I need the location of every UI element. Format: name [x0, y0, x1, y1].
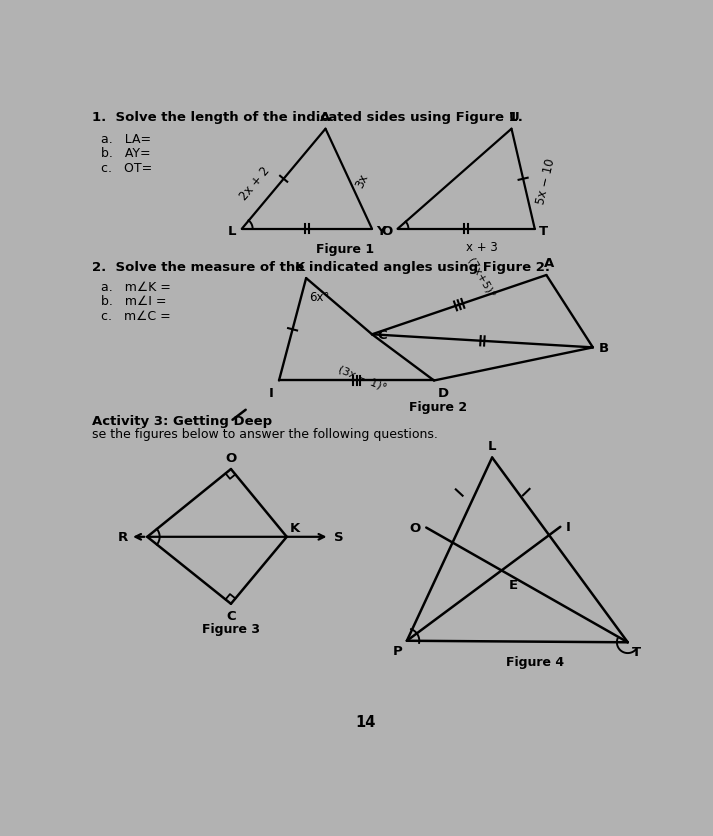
Text: S: S [334, 531, 344, 543]
Text: Activity 3: Getting Deep: Activity 3: Getting Deep [92, 414, 272, 427]
Text: a.   m∠K =: a. m∠K = [101, 280, 170, 293]
Text: b.   AY=: b. AY= [101, 147, 150, 161]
Text: R: R [118, 531, 128, 543]
Text: Figure 2: Figure 2 [409, 400, 467, 413]
Text: A: A [320, 110, 331, 124]
Text: K: K [294, 260, 304, 273]
Text: (3x − 1)°: (3x − 1)° [337, 364, 389, 392]
Text: Figure 4: Figure 4 [506, 655, 564, 669]
Text: L: L [228, 225, 237, 237]
Text: 14: 14 [355, 715, 375, 730]
Text: (7x+5)°: (7x+5)° [466, 256, 496, 299]
Text: se the figures below to answer the following questions.: se the figures below to answer the follo… [92, 427, 438, 441]
Text: O: O [409, 522, 421, 534]
Text: D: D [438, 386, 449, 400]
Text: 2.  Solve the measure of the indicated angles using Figure 2.: 2. Solve the measure of the indicated an… [92, 260, 550, 273]
Text: U: U [508, 110, 519, 124]
Text: 1.  Solve the length of the indicated sides using Figure 1.: 1. Solve the length of the indicated sid… [92, 111, 523, 124]
Text: c.   m∠C =: c. m∠C = [101, 309, 170, 323]
Text: O: O [225, 451, 237, 464]
Text: 2x + 2: 2x + 2 [237, 164, 273, 202]
Text: C: C [377, 329, 387, 341]
Text: a.   LA=: a. LA= [101, 133, 151, 145]
Text: 3x: 3x [354, 172, 371, 191]
Text: I: I [565, 521, 570, 533]
Text: b.   m∠I =: b. m∠I = [101, 295, 166, 308]
Text: O: O [381, 225, 393, 237]
Text: Figure 1: Figure 1 [316, 242, 374, 256]
Text: B: B [598, 341, 608, 354]
Text: Figure 3: Figure 3 [202, 622, 260, 635]
Text: L: L [488, 440, 496, 452]
Text: c.   OT=: c. OT= [101, 162, 152, 175]
Text: K: K [290, 521, 300, 534]
Text: Y: Y [376, 225, 385, 237]
Text: C: C [226, 609, 236, 623]
Text: 6x°: 6x° [309, 291, 329, 304]
Text: 5x − 10: 5x − 10 [534, 157, 557, 205]
Text: P: P [394, 644, 403, 657]
Text: T: T [632, 645, 641, 659]
Text: A: A [544, 257, 555, 269]
Text: I: I [269, 386, 274, 400]
Text: E: E [509, 579, 518, 592]
Text: x + 3: x + 3 [466, 240, 498, 253]
Text: T: T [538, 225, 548, 237]
